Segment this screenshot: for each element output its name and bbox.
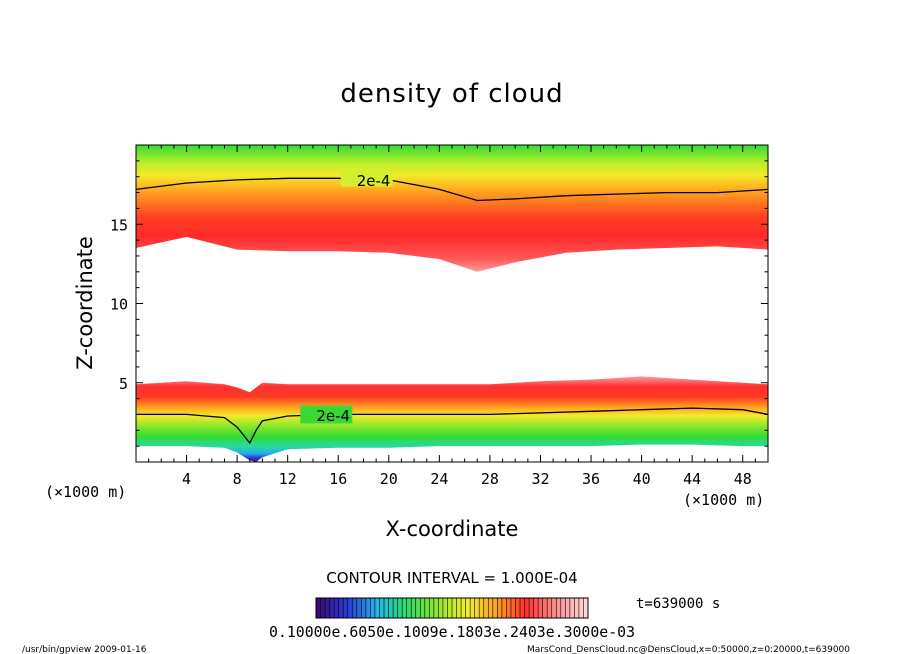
colorbar-cell [524,598,530,618]
colorbar-cell [529,598,535,618]
colorbar-cell [465,598,471,618]
colorbar-cell [365,598,371,618]
colorbar-cell [393,598,399,618]
colorbar-cell [320,598,326,618]
colorbar-cell [356,598,362,618]
colorbar-cell [329,598,335,618]
colorbar-cell [506,598,512,618]
y-axis-label: Z-coordinate [73,236,97,370]
colorbar-frame [315,597,589,619]
chart-title: density of cloud [340,79,563,109]
colorbar-cell [456,598,462,618]
colorbar-cell [492,598,498,618]
colorbar-cell [388,598,394,618]
colorbar-cell [470,598,476,618]
colorbar-cell [370,598,376,618]
x-tick-label: 8 [233,470,242,488]
contour-label-lower: 2e-4 [316,407,350,425]
colorbar-cell [515,598,521,618]
colorbar-tick-labels: 0.10000e.6050e.1009e.1803e.2403e.3000e-0… [269,623,635,641]
colorbar-cell [361,598,367,618]
x-unit-label: (×1000 m) [683,491,764,509]
colorbar-cell [578,598,584,618]
colorbar-cell [447,598,453,618]
colorbar-cell [461,598,467,618]
colorbar-cell [483,598,489,618]
colorbar-cell [442,598,448,618]
contour-label-bg-lower [300,405,353,424]
colorbar-cell [374,598,380,618]
colorbar [315,598,589,618]
colorbar-cell [560,598,566,618]
plot-area [136,145,768,462]
upper-cloud-band [136,145,768,272]
x-axis-label: X-coordinate [386,517,519,541]
x-tick-label: 28 [481,470,499,488]
lower-cloud-band [136,376,768,462]
colorbar-cell [479,598,485,618]
y-unit-label: (×1000 m) [45,483,126,501]
colorbar-cell [551,598,557,618]
colorbar-cell [347,598,353,618]
colorbar-cell [338,598,344,618]
colorbar-cell [533,598,539,618]
y-tick-label: 15 [110,216,128,234]
footer-right: MarsCond_DensCloud.nc@DensCloud,x=0:5000… [527,645,850,654]
x-tick-label: 12 [279,470,297,488]
colorbar-cell [411,598,417,618]
colorbar-cell [384,598,390,618]
colorbar-cell [402,598,408,618]
upper-contour-2e-4 [135,177,769,202]
y-tick-label: 5 [119,375,128,393]
x-tick-label: 36 [582,470,600,488]
colorbar-cell [488,598,494,618]
colorbar-cell [429,598,435,618]
colorbar-cell [520,598,526,618]
colorbar-cell [334,598,340,618]
x-tick-label: 44 [683,470,701,488]
x-tick-label: 24 [430,470,448,488]
colorbar-cell [316,598,322,618]
footer-left: /usr/bin/gpview 2009-01-16 [22,645,147,654]
colorbar-cell [452,598,458,618]
y-tick-label: 10 [110,296,128,314]
colorbar-cell [497,598,503,618]
colorbar-cell [433,598,439,618]
colorbar-cell [547,598,553,618]
x-tick-label: 20 [380,470,398,488]
colorbar-cell [565,598,571,618]
x-tick-label: 32 [531,470,549,488]
colorbar-cell [501,598,507,618]
x-tick-label: 4 [182,470,191,488]
colorbar-cell [379,598,385,618]
time-label: t=639000 s [636,596,720,612]
colorbar-cell [438,598,444,618]
colorbar-cell [583,598,589,618]
colorbar-cell [406,598,412,618]
colorbar-cell [574,598,580,618]
contour-interval-text: CONTOUR INTERVAL = 1.000E-04 [326,569,577,587]
colorbar-cell [510,598,516,618]
colorbar-cell [325,598,331,618]
colorbar-cell [538,598,544,618]
colorbar-cell [556,598,562,618]
x-tick-label: 40 [633,470,651,488]
colorbar-cell [542,598,548,618]
colorbar-cell [424,598,430,618]
colorbar-cell [352,598,358,618]
colorbar-cell [343,598,349,618]
colorbar-cell [420,598,426,618]
colorbar-cell [474,598,480,618]
colorbar-cell [397,598,403,618]
x-tick-label: 16 [329,470,347,488]
x-tick-label: 48 [734,470,752,488]
contour-label-upper: 2e-4 [357,172,391,190]
contour-label-bg-upper [340,168,393,187]
lower-contour-2e-4 [136,407,769,445]
colorbar-cell [415,598,421,618]
colorbar-cell [569,598,575,618]
